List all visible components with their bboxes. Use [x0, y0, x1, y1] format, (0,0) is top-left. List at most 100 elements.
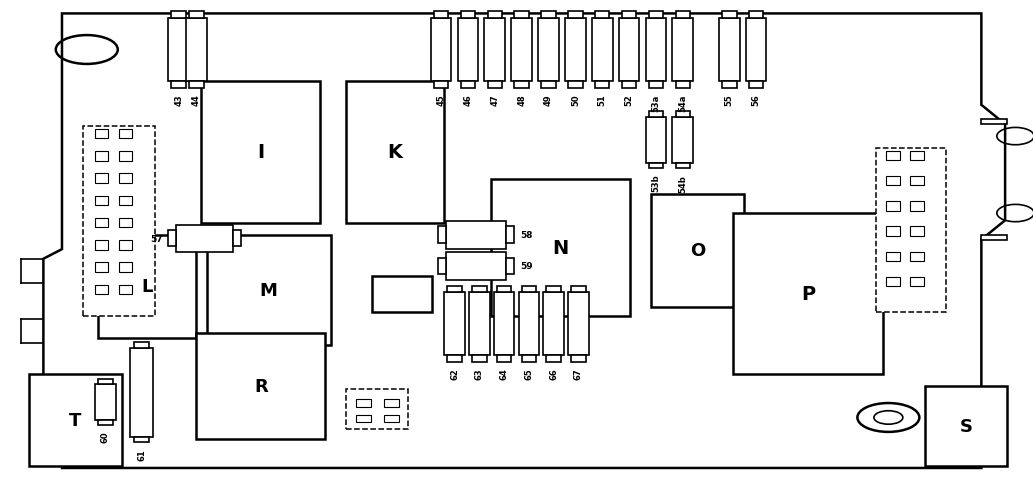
Bar — [119, 152, 132, 161]
Bar — [119, 196, 132, 206]
Bar — [886, 177, 900, 186]
Text: I: I — [257, 143, 264, 162]
Bar — [925, 386, 1007, 466]
Bar — [484, 19, 505, 82]
Bar — [886, 227, 900, 237]
Bar — [119, 285, 132, 295]
Bar — [447, 355, 462, 362]
Bar — [733, 214, 883, 374]
Bar — [497, 355, 511, 362]
Bar — [372, 276, 432, 312]
Bar — [722, 12, 737, 19]
Bar — [514, 82, 529, 88]
Text: R: R — [254, 377, 268, 396]
Polygon shape — [43, 14, 1005, 468]
Bar — [233, 231, 241, 247]
Bar — [491, 180, 630, 317]
Bar — [722, 82, 737, 88]
Bar — [95, 263, 108, 272]
Bar — [461, 12, 475, 19]
Bar — [168, 19, 189, 82]
Text: 45: 45 — [437, 94, 445, 106]
Bar — [676, 82, 690, 88]
Bar — [171, 12, 186, 19]
Text: T: T — [69, 411, 82, 429]
Bar — [119, 240, 132, 250]
Bar — [438, 227, 446, 243]
Bar — [595, 82, 609, 88]
Bar — [356, 415, 371, 422]
Bar — [98, 379, 113, 384]
Bar — [444, 293, 465, 355]
Bar — [469, 293, 490, 355]
Bar — [981, 120, 1007, 125]
Text: 49: 49 — [544, 94, 553, 106]
Text: 66: 66 — [550, 368, 558, 380]
Bar — [83, 127, 155, 317]
Bar — [356, 399, 371, 407]
Bar — [186, 19, 207, 82]
Bar — [565, 19, 586, 82]
Bar — [676, 12, 690, 19]
Bar — [571, 355, 586, 362]
Bar — [522, 355, 536, 362]
Bar — [622, 12, 636, 19]
Bar — [98, 235, 196, 338]
Bar — [446, 252, 506, 280]
Bar — [95, 130, 108, 139]
Bar — [196, 334, 325, 439]
Bar — [649, 82, 663, 88]
Text: P: P — [802, 285, 815, 303]
Text: 65: 65 — [525, 368, 533, 380]
Text: 52: 52 — [625, 94, 633, 106]
Text: O: O — [690, 242, 705, 260]
Text: 50: 50 — [571, 94, 580, 106]
Bar — [649, 163, 663, 168]
Bar — [746, 19, 766, 82]
Bar — [538, 19, 559, 82]
Bar — [676, 112, 690, 118]
Bar — [672, 118, 693, 163]
Bar — [651, 194, 744, 307]
Bar — [434, 82, 448, 88]
Bar — [488, 12, 502, 19]
Bar — [506, 227, 514, 243]
Bar — [119, 130, 132, 139]
Text: 60: 60 — [101, 431, 109, 443]
Bar — [130, 348, 153, 437]
Bar — [168, 231, 176, 247]
Bar — [95, 218, 108, 228]
Bar — [346, 389, 408, 430]
Bar — [95, 152, 108, 161]
Bar — [171, 82, 186, 88]
Bar — [506, 258, 514, 275]
Bar — [346, 82, 444, 223]
Bar — [29, 374, 122, 466]
Bar — [649, 12, 663, 19]
Text: 44: 44 — [192, 94, 200, 106]
Bar — [494, 293, 514, 355]
Text: S: S — [960, 417, 972, 435]
Text: 51: 51 — [598, 94, 606, 106]
Text: 53a: 53a — [652, 94, 660, 111]
Bar — [876, 149, 946, 312]
Bar — [910, 177, 924, 186]
Text: N: N — [553, 239, 568, 258]
Text: 54a: 54a — [679, 94, 687, 111]
Bar — [886, 277, 900, 287]
Bar — [910, 277, 924, 287]
Bar — [458, 19, 478, 82]
Bar — [546, 355, 561, 362]
Bar — [522, 286, 536, 293]
Text: 64: 64 — [500, 368, 508, 380]
Text: 46: 46 — [464, 94, 472, 106]
Bar — [541, 12, 556, 19]
Bar — [910, 252, 924, 262]
Bar — [119, 218, 132, 228]
Bar — [472, 355, 487, 362]
Bar — [119, 263, 132, 272]
Text: 67: 67 — [574, 368, 583, 379]
Bar — [189, 82, 204, 88]
Text: 57: 57 — [151, 234, 163, 243]
Bar — [98, 420, 113, 425]
